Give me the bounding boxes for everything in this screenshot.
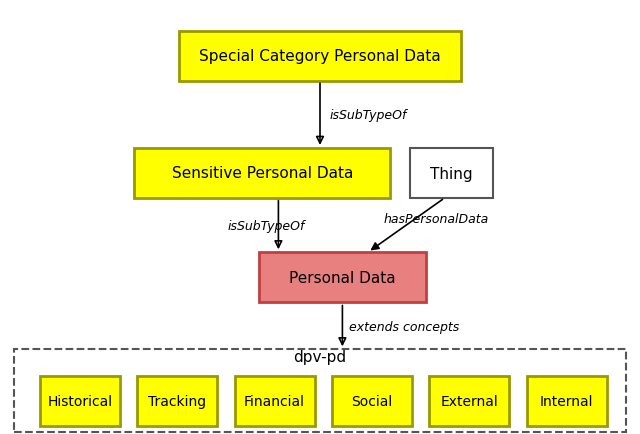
Text: External: External [440,395,498,408]
Text: dpv-pd: dpv-pd [293,349,347,364]
FancyBboxPatch shape [179,32,461,82]
Text: Financial: Financial [244,395,305,408]
FancyBboxPatch shape [234,376,314,426]
Text: Thing: Thing [430,166,472,181]
Text: Tracking: Tracking [148,395,206,408]
FancyBboxPatch shape [527,376,607,426]
Text: Sensitive Personal Data: Sensitive Personal Data [172,166,353,181]
FancyBboxPatch shape [429,376,509,426]
Text: Personal Data: Personal Data [289,270,396,285]
FancyBboxPatch shape [332,376,412,426]
Text: Special Category Personal Data: Special Category Personal Data [199,49,441,64]
Text: extends concepts: extends concepts [349,320,459,333]
FancyBboxPatch shape [259,253,426,303]
FancyBboxPatch shape [40,376,120,426]
Text: hasPersonalData: hasPersonalData [384,213,489,226]
Text: Historical: Historical [47,395,113,408]
Text: isSubTypeOf: isSubTypeOf [330,108,407,122]
Text: Social: Social [351,395,392,408]
Text: Internal: Internal [540,395,593,408]
FancyBboxPatch shape [137,376,217,426]
Text: isSubTypeOf: isSubTypeOf [227,219,305,232]
FancyBboxPatch shape [410,148,493,199]
FancyBboxPatch shape [134,148,390,199]
